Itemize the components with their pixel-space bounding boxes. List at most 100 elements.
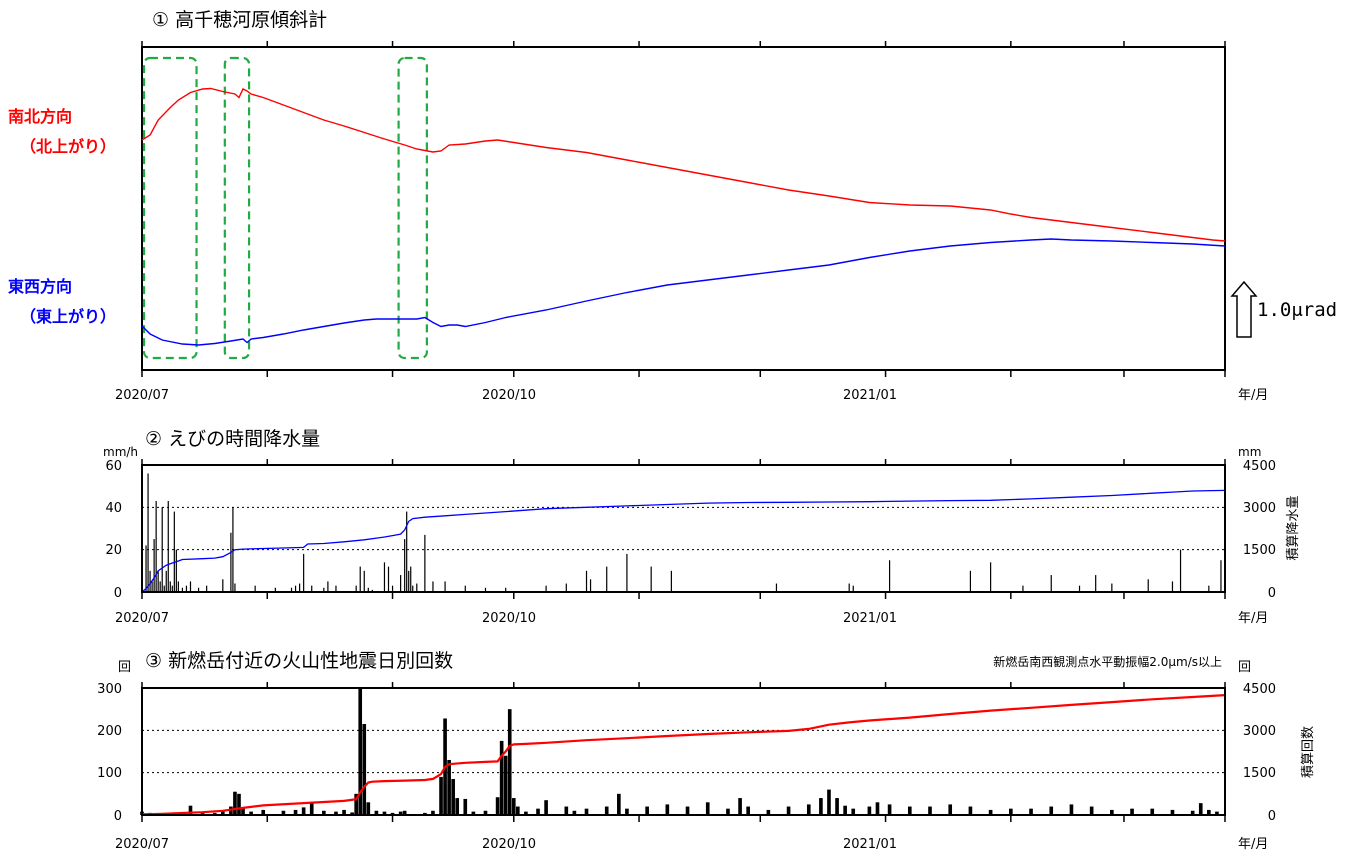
quake-xtick-label: 2021/01	[843, 837, 897, 852]
scale-label: 1.0μrad	[1257, 299, 1337, 321]
quake-bar	[625, 808, 629, 815]
tilt-panel: ① 高千穂河原傾斜計 南北方向 （北上がり） 東西方向 （東上がり） 1.0μr…	[8, 9, 1337, 403]
quake-bar	[249, 811, 253, 815]
quake-bar	[334, 811, 338, 815]
rain-plot-frame	[141, 464, 1226, 593]
quake-bar	[1110, 809, 1114, 815]
quake-bar	[705, 802, 710, 815]
rain-panel: ② えびの時間降水量 mm/h mm 60 40 20 0 4500 3000 …	[103, 428, 1301, 626]
rain-x-axis-unit: 年/月	[1238, 611, 1268, 626]
quake-bar	[875, 802, 880, 815]
rain-x-ticks	[141, 459, 1226, 599]
quake-bar	[584, 808, 589, 815]
quake-bar	[819, 798, 823, 815]
quake-bar	[738, 798, 742, 815]
quake-ytick-left: 100	[97, 766, 122, 781]
quake-bar	[1198, 803, 1203, 815]
quake-bar	[1207, 809, 1211, 815]
rain-right-unit: mm	[1238, 445, 1261, 459]
quake-bar	[354, 793, 358, 815]
highlight-box	[142, 56, 198, 360]
quake-bar	[665, 804, 670, 815]
quake-bar	[200, 812, 205, 815]
quake-gridlines	[142, 729, 1225, 774]
quake-bar	[390, 812, 395, 815]
quake-bar	[402, 810, 407, 815]
quake-bar	[495, 797, 500, 815]
quake-right-unit: 回	[1238, 660, 1251, 675]
tilt-plot-frame	[141, 46, 1226, 371]
quake-xtick-label: 2020/10	[482, 837, 536, 852]
rain-ytick-left: 0	[114, 586, 122, 601]
quake-bar	[463, 798, 468, 815]
rain-xtick-label: 2020/07	[115, 611, 169, 626]
quake-bar	[1049, 806, 1054, 815]
quake-bar	[835, 798, 839, 815]
quake-bar	[1190, 810, 1195, 815]
quake-bar	[439, 776, 443, 815]
quake-bar	[229, 806, 233, 815]
quake-ytick-left: 300	[97, 682, 122, 697]
quake-bar	[524, 811, 528, 815]
rain-ytick-right: 1500	[1243, 543, 1276, 558]
quake-bar	[455, 798, 460, 815]
quake-bar	[564, 806, 569, 815]
quake-bar	[483, 810, 488, 815]
quake-bar	[366, 802, 371, 815]
quake-x-ticks	[141, 682, 1226, 822]
tilt-ns-series-line	[141, 87, 1226, 242]
highlight-box	[223, 56, 251, 360]
quake-bar	[907, 806, 912, 815]
quake-bar	[887, 804, 892, 815]
quake-bar	[948, 804, 953, 815]
quake-bar	[221, 811, 225, 815]
quake-bar	[212, 812, 217, 815]
quake-threshold-note: 新燃岳南西観測点水平動振幅2.0μm/s以上	[993, 654, 1222, 669]
ew-direction-sublabel: （東上がり）	[20, 307, 116, 326]
quake-bar	[342, 809, 346, 815]
quake-bar	[572, 810, 577, 815]
quake-bar	[544, 800, 548, 815]
quake-bar	[928, 806, 932, 815]
quake-bar	[786, 806, 791, 815]
quake-bar	[604, 806, 609, 815]
rain-ytick-right: 3000	[1243, 501, 1276, 516]
quake-bar	[1170, 809, 1175, 815]
rain-gridlines	[142, 506, 1225, 551]
rain-cumulative-line	[141, 489, 1226, 593]
quake-bar	[645, 806, 649, 815]
quake-ytick-right: 0	[1268, 809, 1276, 824]
ew-direction-label: 東西方向	[8, 277, 72, 296]
tilt-ew-series-line	[141, 238, 1226, 346]
quake-title: ③ 新燃岳付近の火山性地震日別回数	[145, 650, 453, 672]
quake-bar	[766, 809, 771, 815]
quake-bar	[374, 810, 379, 815]
quake-bar	[237, 793, 241, 815]
rain-ytick-right: 4500	[1243, 459, 1276, 474]
quake-bar	[851, 808, 856, 815]
quake-bar	[1009, 808, 1013, 815]
rain-ytick-left: 60	[105, 459, 122, 474]
quake-bar	[471, 811, 476, 815]
quake-ytick-left: 0	[114, 809, 122, 824]
tilt-xtick-label: 2021/01	[843, 388, 897, 403]
quake-bar	[398, 811, 403, 815]
quake-bar	[499, 740, 504, 815]
quake-bar	[515, 806, 520, 815]
quake-bar	[843, 805, 847, 815]
quake-daily-bars	[140, 688, 1219, 815]
rain-hourly-bars	[145, 473, 1222, 592]
quake-bar	[1069, 804, 1074, 815]
rain-title: ② えびの時間降水量	[145, 428, 320, 450]
quake-bar	[507, 709, 512, 815]
rain-xtick-label: 2020/10	[482, 611, 536, 626]
tilt-highlight-boxes	[142, 56, 428, 360]
highlight-box	[397, 56, 428, 360]
quake-bar	[988, 809, 993, 815]
quake-bar	[350, 812, 354, 815]
quake-bar	[293, 809, 298, 815]
rain-right-axis-label: 積算降水量	[1286, 495, 1301, 560]
quake-ytick-right: 4500	[1243, 682, 1276, 697]
quake-xtick-label: 2020/07	[115, 837, 169, 852]
